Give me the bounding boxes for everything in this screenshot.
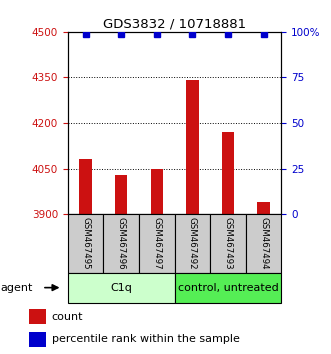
Bar: [186, 80, 199, 214]
Text: percentile rank within the sample: percentile rank within the sample: [52, 334, 240, 344]
Text: control, untreated: control, untreated: [178, 282, 278, 293]
Bar: [246, 214, 281, 273]
Text: GSM467494: GSM467494: [259, 217, 268, 270]
Bar: [174, 214, 210, 273]
Bar: [139, 214, 174, 273]
Text: GSM467497: GSM467497: [152, 217, 161, 270]
Text: agent: agent: [0, 282, 32, 293]
Text: GSM467495: GSM467495: [81, 217, 90, 270]
Bar: [222, 132, 234, 214]
Bar: [115, 175, 127, 214]
Bar: [257, 202, 270, 214]
Text: GSM467492: GSM467492: [188, 217, 197, 270]
Bar: [79, 160, 92, 214]
Bar: [68, 273, 174, 303]
Bar: [103, 214, 139, 273]
Text: GSM467496: GSM467496: [117, 217, 126, 270]
Text: GSM467493: GSM467493: [223, 217, 232, 270]
Bar: [29, 332, 46, 347]
Bar: [68, 214, 103, 273]
Bar: [210, 214, 246, 273]
Bar: [174, 273, 281, 303]
Text: C1q: C1q: [110, 282, 132, 293]
Bar: [151, 169, 163, 214]
Title: GDS3832 / 10718881: GDS3832 / 10718881: [103, 18, 246, 31]
Text: count: count: [52, 312, 83, 322]
Bar: [29, 309, 46, 324]
